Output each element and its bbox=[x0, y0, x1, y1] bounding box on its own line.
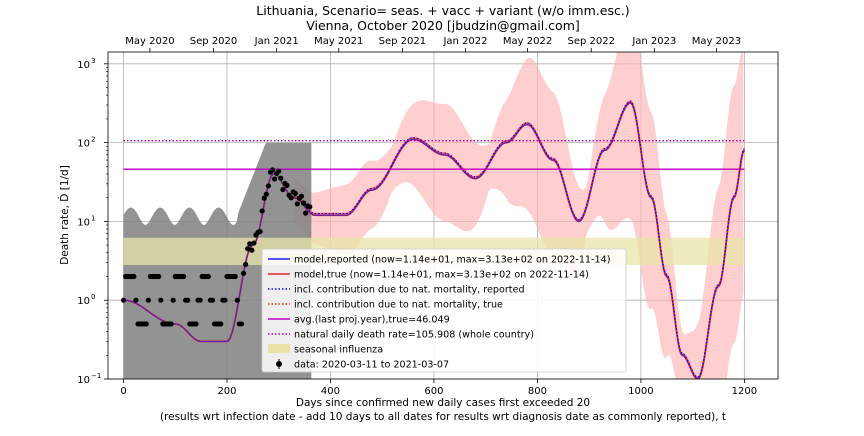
data-point bbox=[280, 186, 286, 193]
chart-title: Lithuania, Scenario= seas. + vacc + vari… bbox=[256, 3, 629, 18]
y-tick-label: 10 bbox=[77, 139, 90, 150]
top-tick-label: Jan 2023 bbox=[631, 36, 676, 47]
y-tick-exponent: 1 bbox=[91, 214, 95, 222]
nat-mortality-true-line bbox=[294, 100, 745, 379]
data-point bbox=[240, 270, 247, 276]
legend-label: natural daily death rate=105.908 (whole … bbox=[294, 330, 534, 341]
legend-label: seasonal influenza bbox=[294, 345, 383, 356]
data-point bbox=[218, 321, 224, 327]
legend-label: avg.(last proj.year),true=46.049 bbox=[294, 315, 450, 326]
data-point bbox=[284, 182, 290, 188]
y-tick-label: 10 bbox=[77, 217, 90, 228]
data-point bbox=[271, 176, 278, 182]
data-point bbox=[288, 195, 294, 201]
y-tick-label: 10 bbox=[77, 60, 90, 71]
top-tick-label: Jan 2022 bbox=[442, 36, 487, 47]
y-tick-exponent: −1 bbox=[91, 372, 101, 380]
top-tick-label: Sep 2022 bbox=[567, 36, 614, 47]
legend-label: model,true (now=1.14e+01, max=3.13e+02 o… bbox=[294, 270, 589, 281]
data-point bbox=[269, 167, 276, 173]
data-point bbox=[307, 204, 313, 210]
legend-label: incl. contribution due to nat. mortality… bbox=[294, 285, 525, 296]
y-tick-exponent: 0 bbox=[91, 293, 95, 301]
data-point bbox=[238, 321, 245, 327]
data-point bbox=[168, 321, 174, 327]
model-uncertainty-band bbox=[294, 52, 744, 379]
x-tick-label: 600 bbox=[424, 386, 443, 397]
top-tick-label: May 2021 bbox=[314, 36, 363, 47]
top-date-axis: May 2020 Sep 2020 Jan 2021 May 2021 Sep 2021… bbox=[125, 36, 741, 52]
top-tick-label: May 2023 bbox=[692, 36, 741, 47]
x-axis-sublabel: (results wrt infection date - add 10 day… bbox=[160, 411, 726, 423]
data-point bbox=[209, 297, 216, 303]
data-point bbox=[170, 297, 176, 303]
top-tick-label: Jan 2021 bbox=[254, 36, 299, 47]
x-tick-label: 1200 bbox=[732, 386, 757, 397]
y-tick-exponent: 3 bbox=[91, 57, 95, 65]
legend-box bbox=[261, 248, 627, 373]
data-point bbox=[232, 273, 238, 280]
y-tick-label: 10 bbox=[77, 296, 90, 307]
data-point bbox=[303, 210, 309, 216]
data-point bbox=[222, 297, 228, 303]
x-tick-label: 0 bbox=[120, 386, 126, 397]
series-group bbox=[123, 100, 746, 379]
data-point bbox=[249, 247, 255, 253]
data-point bbox=[265, 183, 271, 189]
data-point bbox=[158, 297, 164, 303]
x-tick-label: 800 bbox=[528, 386, 547, 397]
data-point bbox=[197, 297, 203, 303]
top-tick-label: Sep 2021 bbox=[379, 36, 426, 47]
data-point bbox=[278, 175, 284, 181]
x-tick-label: 200 bbox=[217, 386, 236, 397]
data-point bbox=[251, 240, 257, 246]
x-axis-label: Days since confirmed new daily cases fir… bbox=[296, 397, 590, 409]
data-point bbox=[120, 297, 127, 303]
x-axis-ticks: 0 200 400 600 800 1000 1200 bbox=[120, 379, 757, 397]
top-tick-label: May 2020 bbox=[125, 36, 174, 47]
data-point bbox=[245, 246, 251, 252]
nat-mortality-reported-line bbox=[294, 100, 745, 379]
y-tick-exponent: 2 bbox=[91, 136, 95, 144]
data-point bbox=[180, 273, 187, 280]
data-point bbox=[243, 261, 249, 267]
chart-subtitle: Vienna, October 2020 [jbudzin@gmail.com] bbox=[306, 18, 580, 33]
data-point bbox=[234, 297, 240, 303]
data-point bbox=[298, 193, 305, 199]
data-point bbox=[156, 273, 162, 280]
y-axis-label: Death rate, Ḋ [1/d] bbox=[58, 165, 71, 265]
y-tick-label: 10 bbox=[77, 375, 90, 386]
data-point bbox=[276, 168, 282, 174]
data-point bbox=[143, 321, 149, 327]
data-point bbox=[300, 200, 307, 206]
data-point bbox=[247, 241, 253, 247]
data-point bbox=[261, 195, 267, 201]
data-point bbox=[133, 297, 139, 303]
data-points bbox=[120, 167, 313, 327]
legend-label: model,reported (now=1.14e+01, max=3.13e+… bbox=[294, 255, 610, 266]
data-point bbox=[205, 273, 211, 280]
data-point bbox=[145, 297, 151, 303]
plot-frame bbox=[107, 51, 779, 380]
x-tick-label: 400 bbox=[321, 386, 340, 397]
legend-swatch bbox=[268, 344, 290, 353]
data-point bbox=[259, 208, 265, 214]
x-tick-label: 1000 bbox=[628, 386, 653, 397]
top-tick-label: May 2022 bbox=[503, 36, 552, 47]
legend-label: incl. contribution due to nat. mortality… bbox=[294, 300, 503, 311]
data-point bbox=[292, 190, 298, 196]
legend-label: data: 2020-03-11 to 2021-03-07 bbox=[294, 360, 449, 371]
data-point bbox=[263, 191, 269, 197]
data-point bbox=[257, 228, 263, 235]
data-point bbox=[131, 273, 137, 280]
data-point bbox=[185, 297, 191, 303]
legend: model,reported (now=1.14e+01, max=3.13e+… bbox=[261, 248, 627, 373]
data-point bbox=[193, 321, 199, 327]
data-point bbox=[294, 201, 300, 207]
top-tick-label: Sep 2020 bbox=[190, 36, 237, 47]
